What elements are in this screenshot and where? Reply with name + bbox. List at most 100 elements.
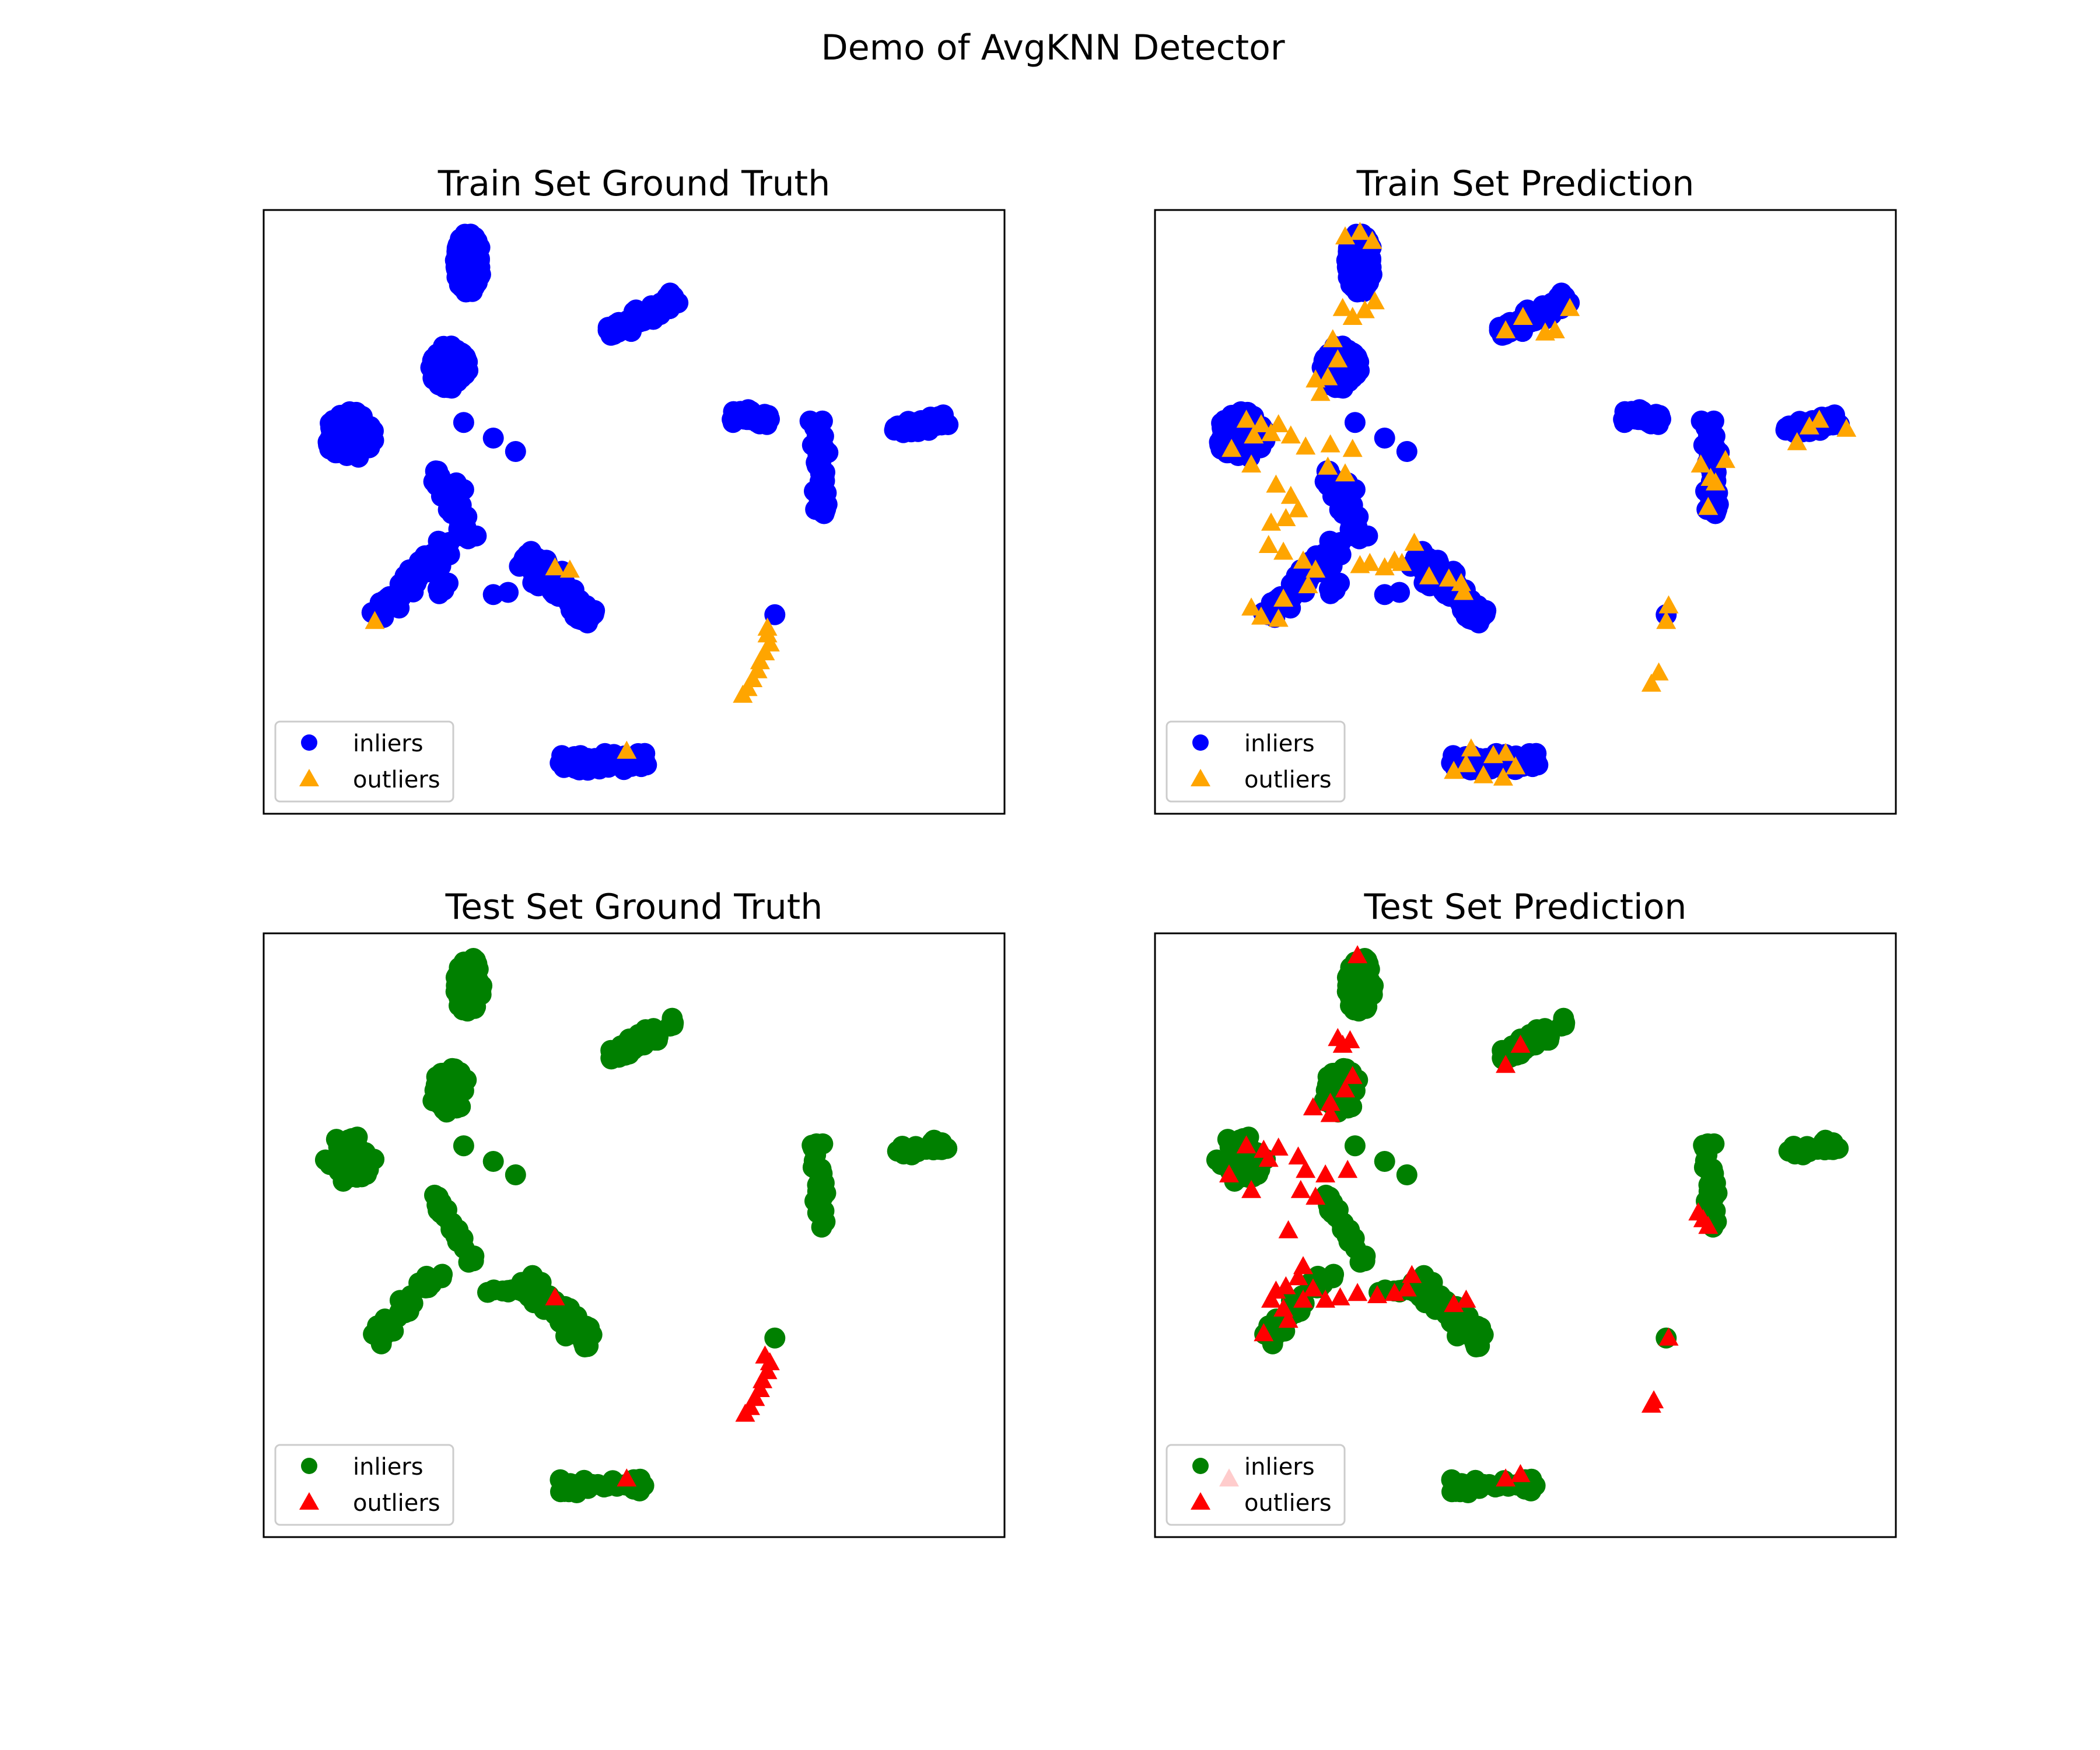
legend-outlier-label: outliers [1244,766,1332,793]
outlier-point [755,1345,775,1364]
outlier-point [1306,1186,1326,1205]
legend-frame [274,1444,454,1526]
legend-frame [274,720,454,803]
outlier-point [1456,754,1476,772]
outlier-point [1438,568,1459,587]
inlier-point [449,272,470,293]
subplot-train-prediction: Train Set Prediction inliers outliers [1154,163,1897,815]
outlier-point [1241,454,1262,473]
outlier-point [733,684,753,703]
outlier-point [757,617,778,636]
inlier-point [427,368,449,389]
outlier-point [1456,1289,1476,1308]
inlier-point [359,432,381,453]
inlier-point [573,1333,594,1354]
inlier-point [544,1304,566,1325]
inlier-point [454,256,475,278]
outlier-point [1496,743,1516,761]
plot-area [317,223,959,781]
inlier-point [903,1138,925,1159]
inlier-point [1464,1333,1486,1354]
outlier-point [1656,611,1676,629]
outlier-point [1367,1285,1387,1303]
outlier-point [1698,496,1718,515]
inlier-point [1515,1477,1536,1499]
inlier-point [456,526,478,548]
outlier-point [1404,533,1424,551]
inlier-point [456,360,477,382]
inlier-point [639,304,661,326]
outlier-point [1496,1055,1516,1073]
outlier-point [617,1468,637,1487]
outlier-point [1266,474,1286,493]
outlier-point [1461,738,1481,757]
inlier-point [332,427,354,449]
inlier-point [440,335,462,357]
outlier-point [1288,1146,1308,1165]
inlier-point [1407,1282,1429,1303]
outlier-point [1354,300,1375,318]
inlier-point [905,412,926,433]
axes-frame [262,932,1006,1538]
plot-area [1206,945,1849,1503]
legend-inlier-marker [1192,1458,1209,1474]
outlier-point [1320,1093,1340,1111]
outlier-point [1496,320,1516,338]
outlier-point [1318,367,1338,386]
inlier-point [810,1158,831,1180]
outlier-point [1268,1138,1289,1156]
outlier-point [1330,1287,1350,1306]
outlier-point [1236,1135,1256,1154]
inlier-point [740,401,762,422]
outlier-point [1280,425,1301,444]
outlier-point [1510,1464,1531,1482]
outlier-point [1288,1267,1308,1286]
axes-frame [1154,209,1897,815]
inlier-point [454,978,475,999]
legend-outlier-marker [299,769,319,786]
inlier-point [1458,603,1480,624]
outlier-point [1315,1164,1336,1182]
inlier-point [1531,304,1552,326]
inlier-point [814,501,835,522]
inlier-point [662,1014,684,1036]
outlier-point [365,611,385,629]
legend: inliers outliers [1166,720,1346,803]
inlier-point [374,1308,396,1330]
outlier-point [1315,1289,1336,1308]
outlier-point [1278,1310,1298,1328]
outlier-point [1219,1164,1239,1182]
inlier-point [810,1196,832,1218]
outlier-point [1303,1278,1323,1297]
inlier-point [1345,978,1366,999]
outlier-point [1342,1066,1363,1084]
outlier-point [1222,439,1242,457]
legend-frame [1166,1444,1346,1526]
inlier-point [1553,1014,1575,1036]
subplot-title: Train Set Prediction [1356,163,1695,204]
inlier-point [1359,958,1380,980]
inlier-point [578,1478,598,1499]
outlier-point [1338,1160,1358,1178]
inlier-point [810,456,831,477]
inlier-point [1323,1062,1345,1084]
outlier-point [1799,416,1819,435]
inlier-point [482,428,504,449]
inlier-point [554,1478,575,1499]
outlier-point [1350,222,1370,240]
outlier-point [1335,463,1355,482]
outlier-point [1310,383,1331,401]
inlier-point [548,583,569,605]
subplot-test-prediction: Test Set Prediction inliers outliers [1154,887,1897,1538]
outlier-point [1293,550,1313,569]
inlier-point [1344,1135,1366,1157]
inlier-point [458,225,480,247]
legend-inlier-label: inliers [1244,1454,1315,1480]
outlier-point [1288,499,1308,517]
outlier-point [1513,307,1533,325]
outlier-point [1273,541,1294,560]
inlier-point [1389,582,1410,603]
outlier-point [1298,575,1318,593]
legend-inlier-label: inliers [1244,730,1315,757]
